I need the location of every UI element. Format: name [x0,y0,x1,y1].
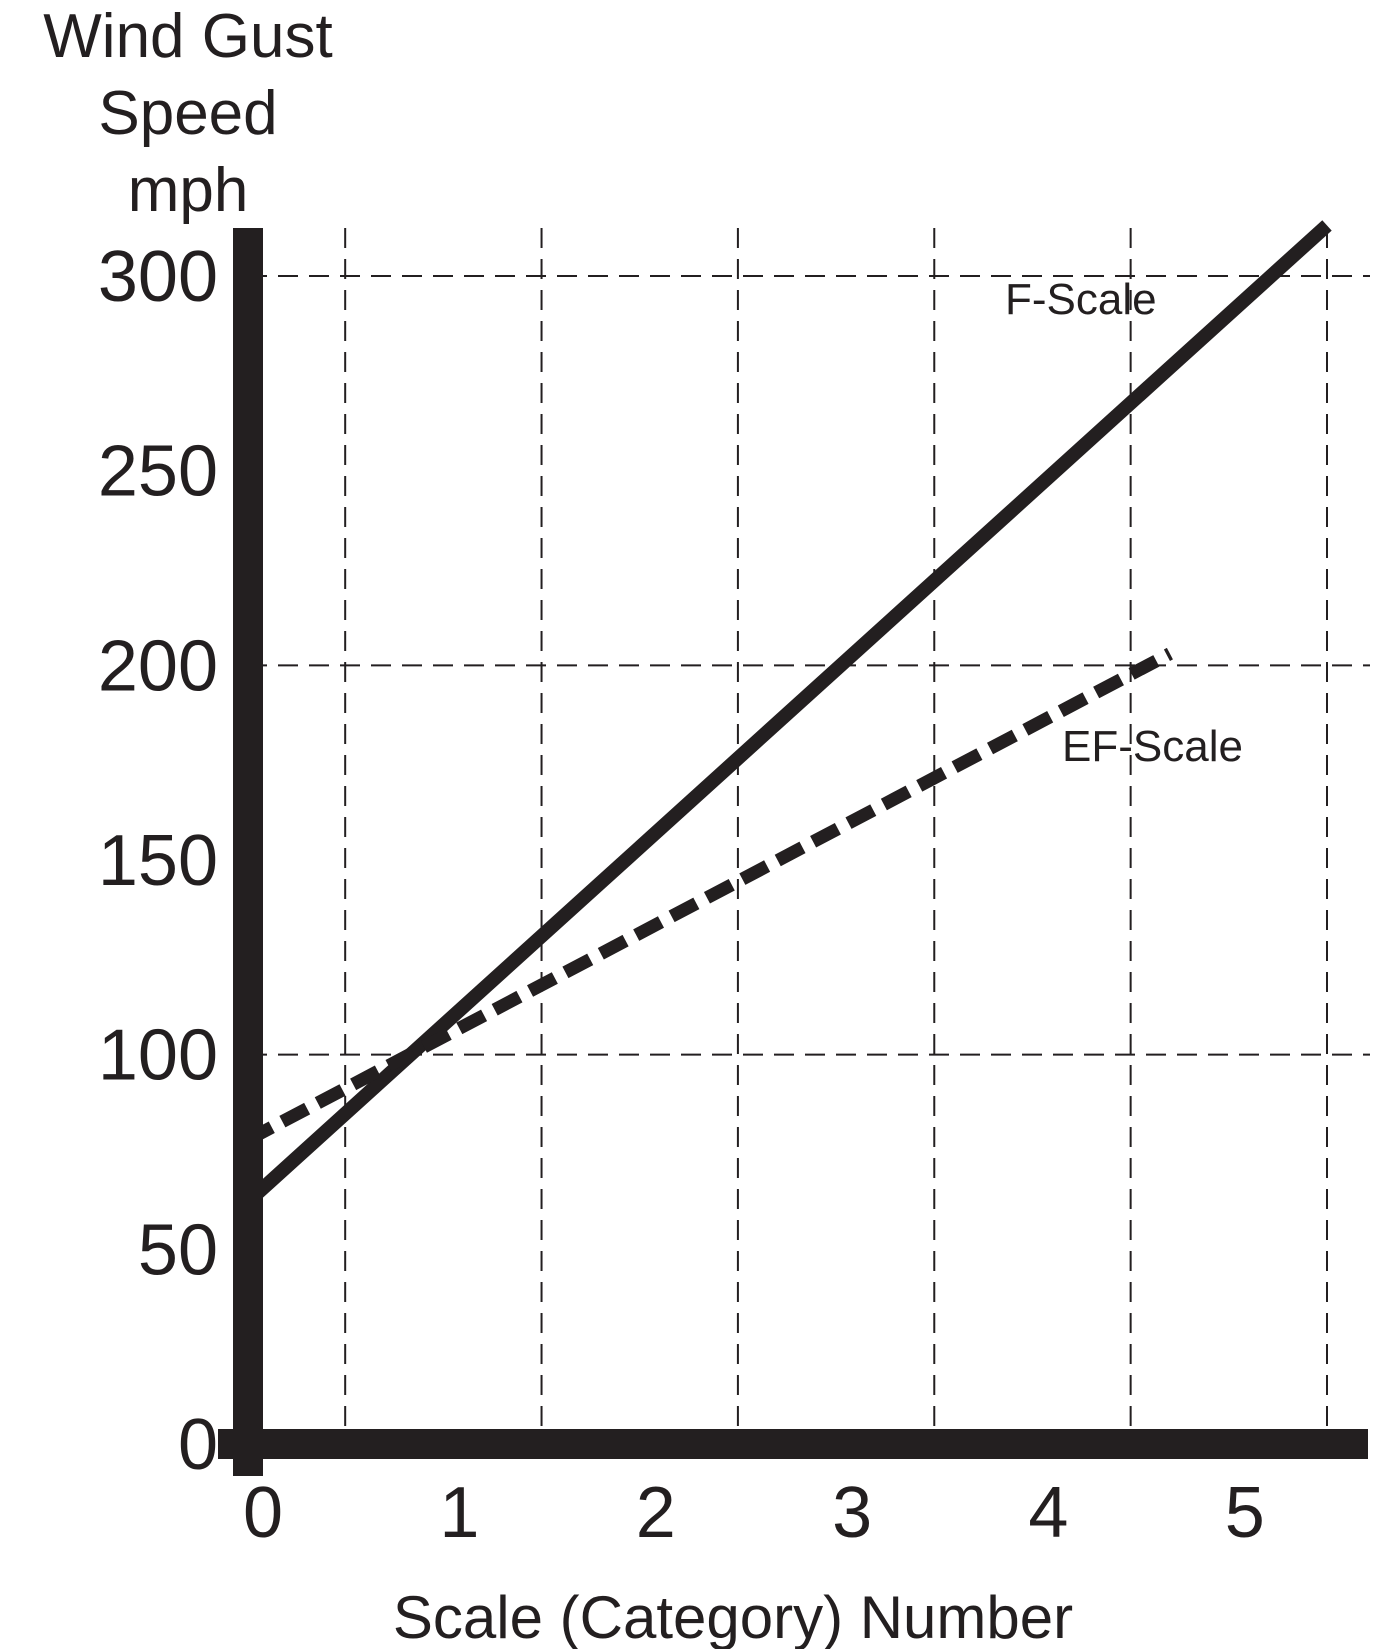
x-tick-label: 5 [1225,1473,1265,1553]
tick-labels: 0 50 100 150 200 250 300 0 1 2 3 4 5 [98,237,1265,1553]
y-tick-label: 250 [98,432,218,512]
gridlines [247,228,1370,1444]
y-tick-label: 100 [98,1016,218,1096]
y-axis-line [233,228,263,1476]
y-axis-title-line-1: Wind Gust [43,2,332,71]
y-axis-title-line-3: mph [128,156,249,225]
y-axis-title-line-2: Speed [98,79,277,148]
x-tick-label: 3 [832,1473,872,1553]
x-tick-label: 1 [439,1473,479,1553]
y-tick-label: 50 [138,1210,218,1290]
series-labels: F-Scale EF-Scale [1005,275,1243,771]
y-axis-title: Wind Gust Speed mph [43,2,332,225]
y-tick-label: 0 [178,1405,218,1485]
y-tick-label: 300 [98,237,218,317]
y-tick-label: 150 [98,821,218,901]
series-line-ef-scale [243,647,1173,1147]
series-lines [242,220,1332,1208]
x-axis-line [218,1429,1368,1459]
x-axis-title: Scale (Category) Number [393,1584,1073,1649]
series-label-ef-scale: EF-Scale [1062,722,1243,771]
series-label-f-scale: F-Scale [1005,275,1157,324]
axes [218,228,1368,1476]
y-tick-label: 200 [98,626,218,706]
x-tick-label: 2 [636,1473,676,1553]
x-tick-label: 0 [243,1473,283,1553]
x-tick-label: 4 [1028,1473,1068,1553]
